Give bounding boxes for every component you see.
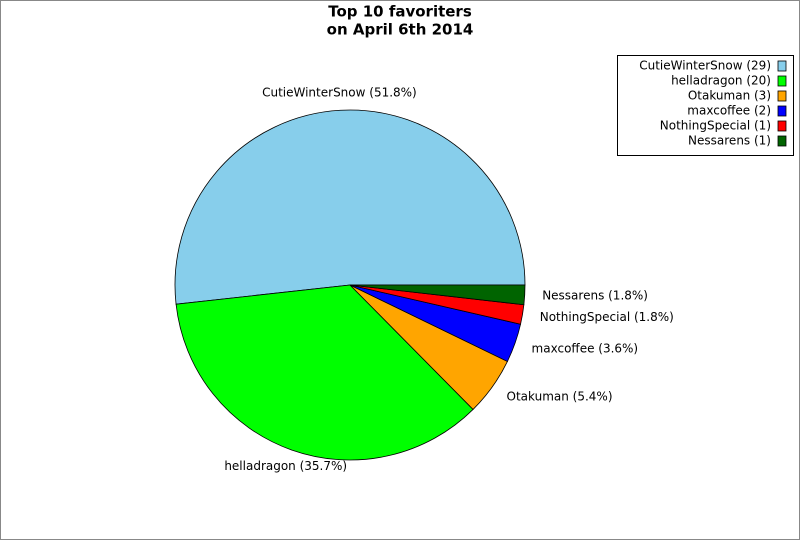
legend-swatch [777, 135, 787, 147]
legend-label: CutieWinterSnow (29) [639, 59, 771, 73]
legend-swatch [777, 105, 787, 117]
legend-swatch [777, 60, 787, 72]
pie-slice [175, 284, 474, 461]
chart-title: Top 10 favoriters [328, 3, 472, 21]
slice-label: Nessarens (1.8%) [542, 288, 648, 302]
pie-slice [174, 109, 526, 305]
chart-title: on April 6th 2014 [327, 21, 474, 39]
legend-label: Otakuman (3) [688, 89, 771, 103]
slice-label: maxcoffee (3.6%) [532, 342, 639, 356]
legend-label: NothingSpecial (1) [660, 119, 771, 133]
legend-box [617, 55, 794, 156]
legend-swatch [777, 75, 787, 87]
slice-label: CutieWinterSnow (51.8%) [262, 85, 417, 99]
slice-label: helladragon (35.7%) [224, 459, 347, 473]
slice-label: NothingSpecial (1.8%) [540, 310, 674, 324]
legend-label: maxcoffee (2) [687, 104, 771, 118]
pie-slice [349, 284, 526, 306]
legend-swatch [777, 120, 787, 132]
legend-swatch [777, 90, 787, 102]
legend-label: Nessarens (1) [688, 134, 771, 148]
legend-label: helladragon (20) [671, 74, 771, 88]
slice-label: Otakuman (5.4%) [507, 390, 613, 404]
